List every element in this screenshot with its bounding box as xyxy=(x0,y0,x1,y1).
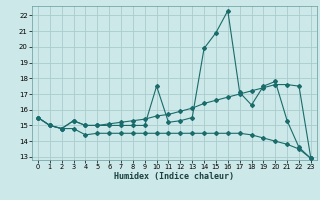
X-axis label: Humidex (Indice chaleur): Humidex (Indice chaleur) xyxy=(115,172,234,181)
